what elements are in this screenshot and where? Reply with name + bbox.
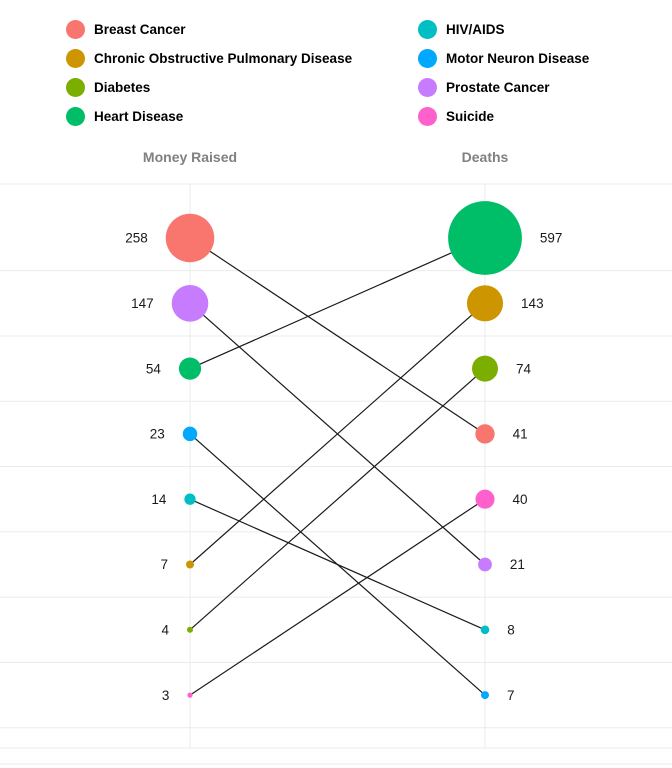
link-diabetes	[189, 368, 486, 631]
legend-item-motor-neuron-disease: Motor Neuron Disease	[418, 44, 589, 73]
bubble-money-prostate-cancer	[171, 284, 209, 322]
bubble-money-chronic-obstructive-pulmonary-disease	[186, 560, 194, 569]
value-label-deaths-motor-neuron-disease: 7	[507, 688, 515, 703]
value-label-deaths-chronic-obstructive-pulmonary-disease: 143	[521, 296, 544, 311]
legend-color-dot-hiv-aids	[418, 20, 437, 39]
bubble-deaths-prostate-cancer	[478, 557, 492, 572]
link-prostate-cancer	[189, 302, 486, 565]
link-motor-neuron-disease	[189, 433, 486, 696]
bubble-deaths-chronic-obstructive-pulmonary-disease	[466, 285, 504, 322]
gridlines	[0, 183, 672, 765]
bubble-deaths-suicide	[475, 489, 495, 509]
legend-color-dot-suicide	[418, 107, 437, 126]
legend-label: HIV/AIDS	[446, 22, 505, 37]
legend-color-dot-heart-disease	[66, 107, 85, 126]
value-label-money-heart-disease: 54	[146, 361, 162, 376]
value-label-money-hiv-aids: 14	[151, 492, 167, 507]
value-label-money-suicide: 3	[162, 688, 170, 703]
legend-label: Motor Neuron Disease	[446, 51, 590, 66]
bubble-deaths-diabetes	[472, 355, 498, 382]
value-label-money-diabetes: 4	[161, 623, 169, 638]
legend-item-diabetes: Diabetes	[66, 73, 352, 102]
bubble-money-heart-disease	[178, 357, 202, 380]
bubble-money-suicide	[187, 692, 193, 698]
legend-item-chronic-obstructive-pulmonary-disease: Chronic Obstructive Pulmonary Disease	[66, 44, 352, 73]
value-label-deaths-heart-disease: 597	[540, 231, 563, 246]
value-label-deaths-hiv-aids: 8	[507, 623, 515, 638]
bubble-money-breast-cancer	[165, 213, 215, 263]
legend-item-suicide: Suicide	[418, 102, 589, 131]
value-label-money-prostate-cancer: 147	[131, 296, 154, 311]
link-suicide	[189, 498, 486, 696]
legend-color-dot-chronic-obstructive-pulmonary-disease	[66, 49, 85, 68]
column-header-money-raised: Money Raised	[143, 149, 237, 165]
legend-color-dot-breast-cancer	[66, 20, 85, 39]
link-breast-cancer	[189, 237, 486, 435]
value-label-money-breast-cancer: 258	[125, 231, 148, 246]
value-label-deaths-diabetes: 74	[516, 361, 532, 376]
connector-lines	[189, 237, 486, 696]
legend-label: Breast Cancer	[94, 22, 186, 37]
value-labels: 258 41 7 143 4 74 54 597 14 8 23 7 147 21 3 40	[125, 231, 562, 703]
slope-chart-canvas: Money Raised Deaths 258 41 7 143 4 74 54 597 14 8…	[0, 149, 672, 765]
legend-label: Chronic Obstructive Pulmonary Disease	[94, 51, 353, 66]
bubble-deaths-breast-cancer	[475, 424, 495, 444]
legend-color-dot-motor-neuron-disease	[418, 49, 437, 68]
legend-label: Suicide	[446, 109, 495, 124]
legend-item-breast-cancer: Breast Cancer	[66, 15, 352, 44]
link-heart-disease	[189, 237, 486, 370]
bubbles	[165, 201, 522, 700]
legend-color-dot-diabetes	[66, 78, 85, 97]
value-label-money-motor-neuron-disease: 23	[150, 427, 165, 442]
bubble-deaths-hiv-aids	[480, 625, 490, 635]
legend-label: Heart Disease	[94, 109, 184, 124]
bubble-money-diabetes	[186, 626, 194, 633]
bubble-money-motor-neuron-disease	[182, 426, 198, 442]
value-label-deaths-prostate-cancer: 21	[510, 557, 525, 572]
legend-item-heart-disease: Heart Disease	[66, 102, 352, 131]
bubble-money-hiv-aids	[184, 493, 196, 505]
legend-color-dot-prostate-cancer	[418, 78, 437, 97]
legend-label: Prostate Cancer	[446, 80, 550, 95]
legend-item-prostate-cancer: Prostate Cancer	[418, 73, 589, 102]
legend-column-right: HIV/AIDS Motor Neuron Disease Prostate Can…	[418, 15, 589, 131]
value-label-money-chronic-obstructive-pulmonary-disease: 7	[160, 557, 168, 572]
value-label-deaths-breast-cancer: 41	[513, 427, 528, 442]
value-label-deaths-suicide: 40	[513, 492, 528, 507]
column-header-deaths: Deaths	[462, 149, 509, 165]
bubble-deaths-heart-disease	[448, 201, 522, 275]
legend-item-hiv-aids: HIV/AIDS	[418, 15, 589, 44]
legend-column-left: Breast Cancer Chronic Obstructive Pulmona…	[66, 15, 352, 131]
bubble-deaths-motor-neuron-disease	[481, 691, 489, 700]
legend-label: Diabetes	[94, 80, 151, 95]
